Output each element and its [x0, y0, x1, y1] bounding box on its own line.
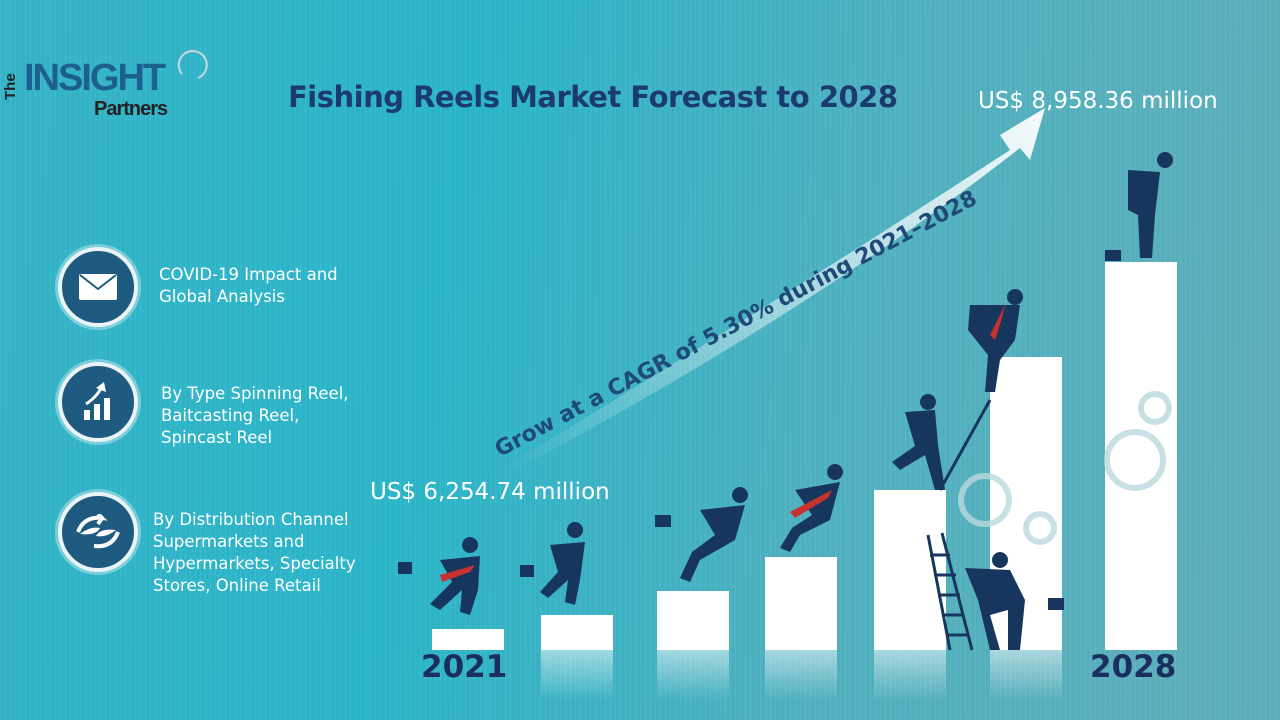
start-year: 2021 [421, 649, 508, 685]
feature-line: Baitcasting Reel, [161, 406, 300, 425]
page-title: Fishing Reels Market Forecast to 2028 [288, 80, 898, 114]
feature-type [58, 362, 138, 442]
logo-swoosh-icon [177, 50, 208, 79]
logo-insight: INSIGHT [24, 57, 166, 99]
bar-reflection [541, 650, 613, 700]
feature-line: By Type Spinning Reel, [161, 384, 349, 403]
end-year: 2028 [1090, 649, 1177, 685]
feature-line: By Distribution Channel [153, 510, 349, 529]
exchange-icon [58, 492, 138, 572]
bar-reflection [765, 650, 837, 700]
envelope-icon [58, 247, 138, 327]
bar-3 [657, 591, 729, 650]
feature-line: Hypermarkets, Specialty [153, 554, 356, 573]
feature-text-covid: COVID-19 Impact and Global Analysis [159, 264, 338, 308]
feature-text-distribution: By Distribution Channel Supermarkets and… [153, 509, 356, 597]
feature-line: Supermarkets and [153, 532, 305, 551]
logo-partners: Partners [94, 98, 168, 120]
start-value: US$ 6,254.74 million [370, 479, 610, 505]
feature-covid [58, 247, 138, 327]
bar-1 [432, 629, 504, 650]
bar-reflection [990, 650, 1062, 700]
feature-line: COVID-19 Impact and [159, 265, 338, 284]
bar-reflection [657, 650, 729, 700]
feature-text-type: By Type Spinning Reel, Baitcasting Reel,… [161, 383, 349, 449]
feature-line: Global Analysis [159, 287, 285, 306]
feature-distribution [58, 492, 138, 572]
feature-line: Spincast Reel [161, 428, 273, 447]
bar-2 [541, 615, 613, 650]
end-value: US$ 8,958.36 million [978, 88, 1218, 114]
feature-line: Stores, Online Retail [153, 576, 321, 595]
bar-reflection [874, 650, 946, 700]
growth-chart-icon [58, 362, 138, 442]
bar-4 [765, 557, 837, 650]
